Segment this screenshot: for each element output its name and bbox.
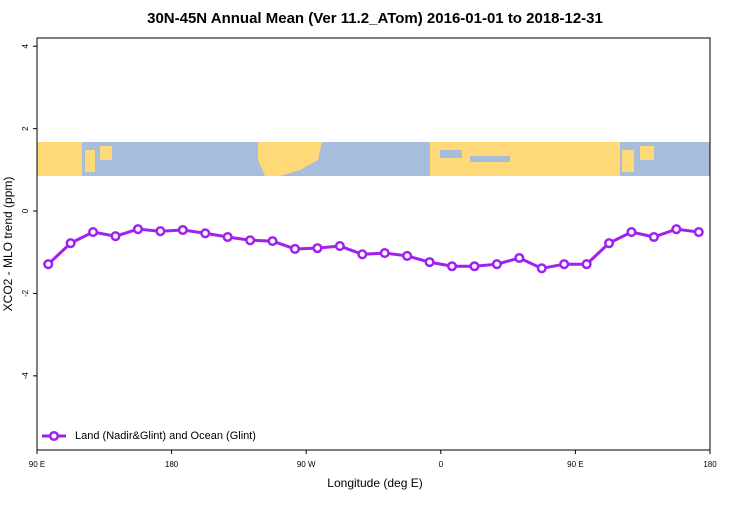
data-point (334, 241, 345, 252)
data-point (536, 263, 547, 274)
y-tick-label: 4 (21, 43, 30, 48)
data-point (514, 252, 525, 264)
data-point (379, 248, 390, 259)
legend-marker (48, 430, 60, 442)
data-point (491, 259, 502, 270)
y-tick-label: -2 (21, 289, 30, 297)
plot-frame (36, 37, 711, 451)
y-tick-label: 2 (21, 126, 30, 131)
y-tick-label: 0 (21, 208, 30, 213)
x-tick-label: 90 E (29, 460, 45, 469)
data-point (110, 231, 121, 242)
data-point (581, 259, 592, 270)
data-point (155, 226, 166, 237)
data-point (132, 224, 143, 235)
legend-label: Land (Nadir&Glint) and Ocean (Glint) (75, 430, 256, 442)
data-point (88, 227, 99, 238)
data-point (604, 238, 615, 249)
data-point (626, 227, 637, 238)
y-axis-label: XCO2 - MLO trend (ppm) (1, 177, 15, 312)
data-point (446, 261, 458, 272)
data-point (200, 228, 211, 239)
x-tick-label: 90 W (297, 460, 316, 469)
data-point (424, 257, 435, 268)
data-point (65, 238, 76, 249)
x-axis-label: Longitude (deg E) (327, 476, 422, 490)
data-point (245, 235, 256, 246)
y-tick-label: -4 (21, 372, 30, 380)
data-point (469, 261, 480, 272)
chart-title: 30N-45N Annual Mean (Ver 11.2_ATom) 2016… (147, 10, 603, 27)
data-point (43, 259, 54, 270)
data-point (312, 243, 323, 254)
x-tick-label: 90 E (567, 460, 583, 469)
data-point (671, 224, 682, 235)
data-point (559, 259, 570, 270)
data-point (648, 231, 659, 243)
x-tick-label: 180 (703, 460, 717, 469)
data-point (402, 250, 413, 261)
data-point (357, 249, 368, 260)
data-point (222, 231, 233, 243)
x-tick-label: 0 (439, 460, 444, 469)
data-point (177, 224, 188, 236)
data-point (289, 243, 301, 254)
x-tick-label: 180 (165, 460, 179, 469)
data-point (267, 236, 278, 247)
data-line (47, 227, 699, 270)
map-strip (37, 142, 710, 176)
data-point (693, 227, 704, 238)
